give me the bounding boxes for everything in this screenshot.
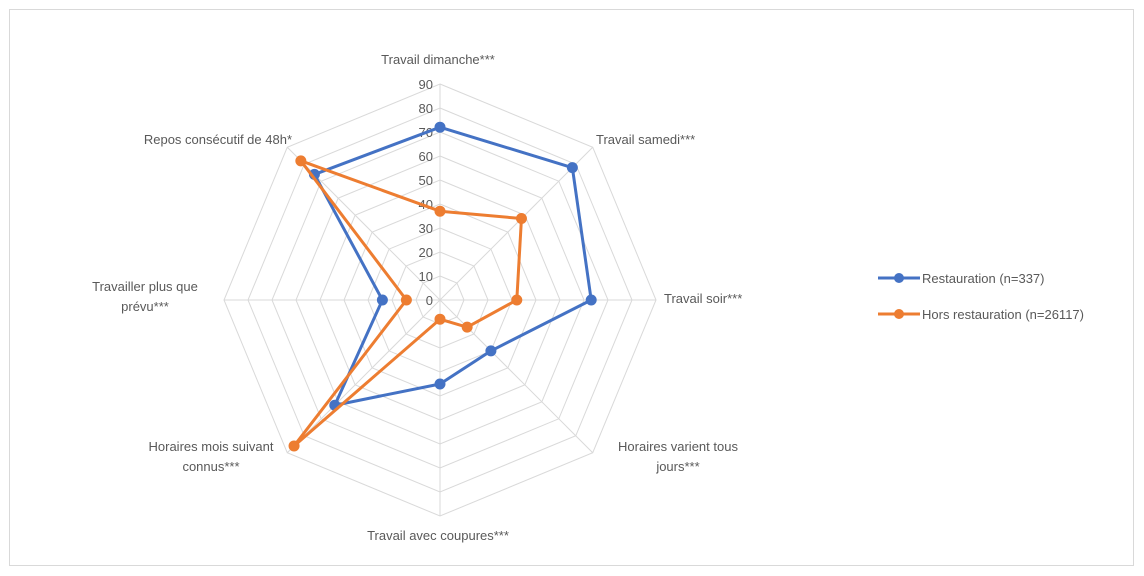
category-label: Travail dimanche*** [381, 52, 495, 67]
tick-label: 80 [419, 101, 433, 116]
data-point [288, 440, 300, 452]
category-label: Repos consécutif de 48h* [144, 132, 292, 147]
spoke-line [439, 146, 594, 301]
legend-label: Restauration (n=337) [922, 271, 1045, 286]
category-label: Horaires varient tous jours*** [618, 439, 738, 474]
tick-label: 0 [426, 293, 433, 308]
spoke-line [286, 146, 441, 301]
data-point [511, 294, 523, 306]
category-label: Travailler plus que prévu*** [92, 279, 198, 314]
legend-label: Hors restauration (n=26117) [922, 307, 1084, 322]
data-point [434, 313, 446, 325]
tick-label: 20 [419, 245, 433, 260]
tick-label: 30 [419, 221, 433, 236]
category-label: Travail avec coupures*** [367, 528, 509, 543]
data-point [461, 321, 473, 333]
legend-swatch-marker [894, 273, 904, 283]
data-point [566, 162, 578, 174]
tick-label: 90 [419, 77, 433, 92]
category-label: Travail soir*** [664, 291, 742, 306]
data-point [434, 378, 446, 390]
data-point [485, 345, 497, 357]
data-point [400, 294, 412, 306]
spoke-line [286, 299, 441, 454]
data-point [515, 213, 527, 225]
spoke-line [439, 299, 594, 454]
chart-frame [9, 9, 1134, 566]
data-point [434, 121, 446, 133]
data-point [376, 294, 388, 306]
category-label: Travail samedi*** [596, 132, 695, 147]
legend-swatch-marker [894, 309, 904, 319]
tick-label: 50 [419, 173, 433, 188]
tick-label: 10 [419, 269, 433, 284]
data-point [434, 205, 446, 217]
data-point [295, 155, 307, 167]
data-point [585, 294, 597, 306]
tick-label: 60 [419, 149, 433, 164]
category-label: Horaires mois suivant connus*** [149, 439, 274, 474]
